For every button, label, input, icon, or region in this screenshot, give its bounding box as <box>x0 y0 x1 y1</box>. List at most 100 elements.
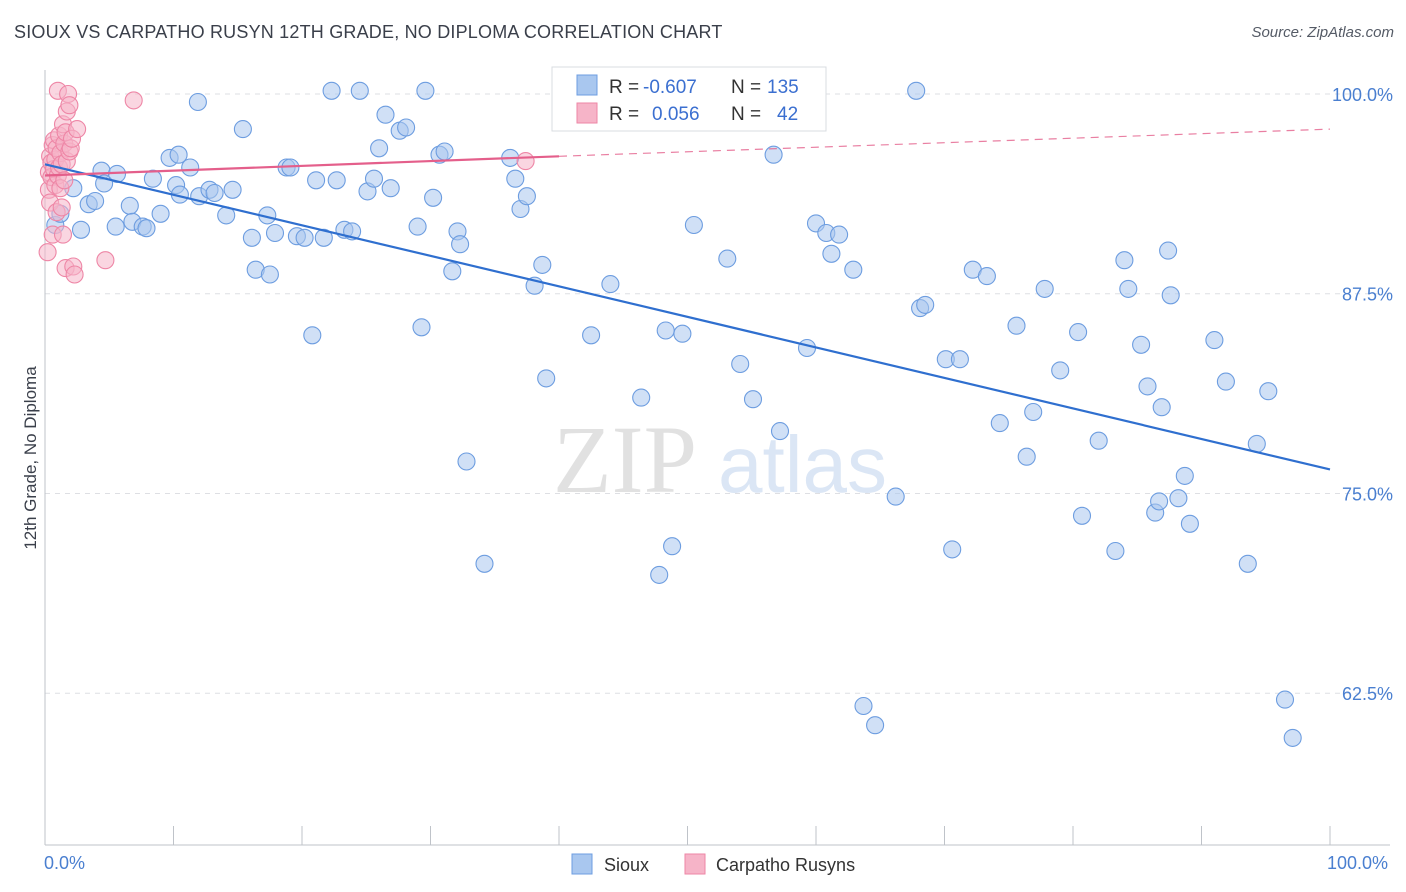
sioux-point-58 <box>443 262 462 281</box>
sioux-point-40 <box>322 81 341 100</box>
sioux-point-88 <box>822 244 841 263</box>
rusyn-point-32 <box>60 96 79 115</box>
sioux-point-96 <box>916 295 935 314</box>
sioux-point-122 <box>1175 466 1194 485</box>
y-tick-labels: 62.5% 75.0% 87.5% 100.0% <box>1332 85 1393 704</box>
sioux-point-90 <box>844 260 863 279</box>
watermark-atlas: atlas <box>718 420 887 509</box>
sioux-point-85 <box>797 338 817 358</box>
sioux-point-28 <box>242 228 261 247</box>
grid-lines <box>45 93 1390 694</box>
sioux-point-94 <box>907 81 926 100</box>
sioux-point-126 <box>1238 554 1257 573</box>
sioux-point-71 <box>582 326 601 345</box>
rusyn-point-40 <box>124 91 143 110</box>
sioux-point-27 <box>233 120 252 139</box>
sioux-point-62 <box>475 554 494 573</box>
sioux-point-48 <box>376 105 395 124</box>
sioux-point-60 <box>451 235 470 254</box>
sioux-point-123 <box>1180 514 1199 533</box>
sioux-point-108 <box>1069 323 1088 342</box>
sioux-point-84 <box>770 422 790 441</box>
rusyn-point-22 <box>52 198 71 217</box>
chart-title: SIOUX VS CARPATHO RUSYN 12TH GRADE, NO D… <box>14 22 723 42</box>
sioux-point-107 <box>1051 361 1070 380</box>
sioux-point-66 <box>517 187 536 206</box>
source-label: Source: ZipAtlas.com <box>1251 24 1394 41</box>
sioux-point-10 <box>120 196 139 215</box>
sioux-point-69 <box>537 369 556 388</box>
sioux-point-44 <box>350 81 369 100</box>
sioux-point-125 <box>1216 372 1235 391</box>
sioux-point-57 <box>435 142 454 161</box>
sioux-point-72 <box>601 275 620 294</box>
legend-r-value-rusyn: 0.056 <box>652 104 700 125</box>
sioux-point-120 <box>1159 241 1178 260</box>
legend-r-value-sioux: -0.607 <box>643 77 697 98</box>
sioux-point-5 <box>86 191 105 211</box>
sioux-point-26 <box>223 180 242 199</box>
rusyn-point-41 <box>516 152 535 171</box>
sioux-point-113 <box>1119 279 1138 298</box>
legend-n-label-rusyn: N = <box>731 104 761 125</box>
sioux-point-31 <box>260 265 279 284</box>
sioux-point-111 <box>1106 541 1125 561</box>
rusyn-point-26 <box>55 171 74 190</box>
rusyn-point-0 <box>38 243 57 262</box>
sioux-point-20 <box>181 158 200 177</box>
sioux-point-92 <box>866 716 885 735</box>
sioux-point-49 <box>381 179 400 198</box>
sioux-point-118 <box>1152 398 1171 417</box>
y-tick-label-0: 62.5% <box>1342 684 1393 704</box>
watermark-zip: ZIP <box>553 406 697 513</box>
sioux-point-39 <box>314 228 333 247</box>
trend-line-rusyn <box>44 155 560 177</box>
sioux-point-54 <box>416 81 435 100</box>
sioux-point-93 <box>886 487 905 506</box>
y-tick-label-1: 75.0% <box>1342 484 1393 504</box>
sioux-point-106 <box>1035 279 1054 298</box>
sioux-point-51 <box>397 118 416 137</box>
sioux-point-110 <box>1089 431 1108 450</box>
sioux-point-79 <box>684 215 703 235</box>
sioux-point-105 <box>1024 402 1043 422</box>
series-rusyn-points <box>38 81 535 284</box>
sioux-point-17 <box>169 145 188 164</box>
stats-legend: R = -0.607 N = 135 R = 0.056 N = 42 <box>551 66 827 132</box>
sioux-point-99 <box>950 350 969 369</box>
sioux-point-81 <box>731 354 750 374</box>
sioux-point-38 <box>307 171 326 190</box>
sioux-point-129 <box>1275 690 1295 709</box>
trend-line-rusyn-extension <box>558 128 1331 157</box>
sioux-point-112 <box>1115 251 1134 270</box>
sioux-point-98 <box>943 540 962 559</box>
sioux-point-83 <box>764 145 783 164</box>
rusyn-point-39 <box>96 251 115 270</box>
legend-swatch-sioux <box>576 74 598 96</box>
sioux-point-9 <box>106 217 125 236</box>
sioux-point-76 <box>656 321 675 340</box>
sioux-point-21 <box>188 92 207 112</box>
y-tick-label-2: 87.5% <box>1342 285 1393 305</box>
sioux-point-52 <box>408 217 427 236</box>
series-legend: Sioux Carpatho Rusyns <box>571 853 855 875</box>
sioux-point-101 <box>977 267 996 286</box>
legend-r-label-sioux: R = <box>609 77 639 98</box>
sioux-point-24 <box>205 183 224 203</box>
sioux-point-104 <box>1017 447 1036 466</box>
sioux-point-78 <box>673 324 692 343</box>
legend-swatch-rusyn <box>576 102 598 124</box>
sioux-point-14 <box>143 169 162 188</box>
sioux-point-115 <box>1138 377 1157 396</box>
bottom-legend-label-sioux: Sioux <box>604 855 649 875</box>
bottom-legend-swatch-sioux <box>571 853 593 875</box>
sioux-point-68 <box>533 255 552 274</box>
sioux-point-61 <box>457 452 476 471</box>
sioux-point-109 <box>1072 506 1092 525</box>
sioux-point-119 <box>1161 286 1180 305</box>
sioux-point-102 <box>990 414 1009 433</box>
y-axis-label: 12th Grade, No Diploma <box>21 366 40 550</box>
sioux-point-89 <box>830 225 849 244</box>
sioux-point-37 <box>303 326 322 345</box>
bottom-legend-swatch-rusyn <box>684 853 706 875</box>
